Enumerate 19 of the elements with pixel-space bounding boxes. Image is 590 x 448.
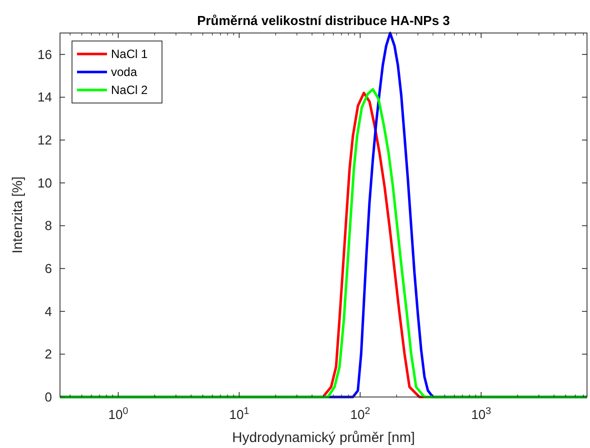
y-tick-label: 14: [38, 90, 52, 105]
legend-label: NaCl 1: [111, 47, 148, 61]
y-tick-label: 16: [38, 46, 52, 62]
y-axis-title: Intenzita [%]: [9, 176, 25, 254]
x-axis-title: Hydrodynamický průměr [nm]: [232, 429, 415, 445]
y-tick-label: 4: [44, 304, 52, 319]
y-tick-label: 2: [44, 346, 52, 362]
x-tick-label: 10$^{0}$: [108, 406, 129, 422]
x-tick-label: 10$^{3}$: [471, 406, 492, 422]
legend-label: NaCl 2: [111, 83, 148, 97]
y-tick-label: 8: [44, 218, 52, 234]
y-tick-label: 6: [44, 261, 52, 276]
legend-label: voda: [111, 65, 138, 79]
y-tick-label: 12: [38, 132, 52, 148]
chart-title: Průměrná velikostní distribuce HA-NPs 3: [197, 13, 450, 28]
y-tick-label: 0: [44, 390, 52, 404]
y-tick-label: 10: [38, 175, 52, 190]
x-tick-label: 10$^{1}$: [229, 406, 250, 422]
x-tick-label: 10$^{2}$: [350, 406, 370, 422]
